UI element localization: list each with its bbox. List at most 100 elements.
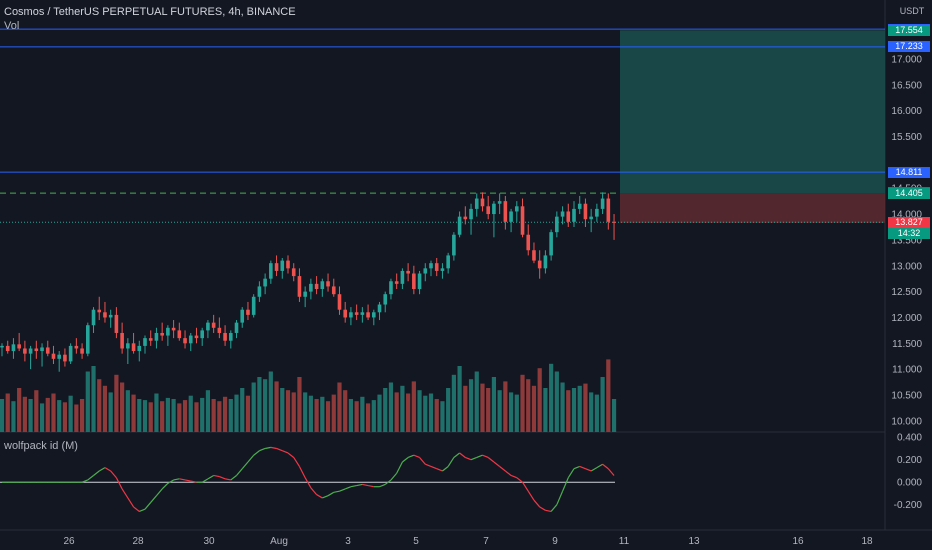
indicator-line-segment <box>87 474 94 481</box>
indicator-line-segment <box>110 470 117 479</box>
candle-body <box>566 211 571 222</box>
time-label: 18 <box>861 536 873 547</box>
indicator-line-segment <box>367 484 374 488</box>
candle-body <box>543 255 548 269</box>
candle-body <box>560 211 565 217</box>
indicator-line-segment <box>93 470 100 476</box>
candle-body <box>257 286 262 297</box>
symbol-title[interactable]: Cosmos / TetherUS PERPETUAL FUTURES, 4h,… <box>4 6 296 18</box>
candle-body <box>246 309 250 315</box>
candle-body <box>474 198 479 209</box>
indicator-line-segment <box>236 468 243 476</box>
indicator-line-segment <box>567 468 575 479</box>
candle-body <box>577 203 582 209</box>
price-tick-label: 12.000 <box>891 313 922 324</box>
candle-body <box>120 332 124 349</box>
candle-body <box>206 322 210 331</box>
time-label: Aug <box>270 536 288 547</box>
indicator-line-segment <box>133 506 140 512</box>
candle-body <box>86 325 90 354</box>
volume-bar <box>314 399 319 432</box>
candle-body <box>217 327 222 333</box>
indicator-line-segment <box>516 477 523 483</box>
volume-bar <box>577 385 582 432</box>
volume-bar <box>383 388 388 432</box>
indicator-line-segment <box>115 477 123 490</box>
candle-body <box>583 203 588 220</box>
indicator-line-segment <box>173 478 180 481</box>
volume-bar <box>148 402 153 432</box>
indicator-line-segment <box>161 482 169 490</box>
candle-body <box>549 232 553 256</box>
volume-bar <box>234 394 239 432</box>
candle-body <box>389 281 393 295</box>
indicator-line-segment <box>362 483 369 487</box>
volume-bar <box>406 393 411 432</box>
price-tag-value: 13.827 <box>895 217 923 228</box>
time-label: 26 <box>63 536 75 547</box>
candle-body <box>326 281 330 287</box>
candle-body <box>194 335 199 339</box>
volume-bar <box>377 394 382 432</box>
candle-body <box>452 234 456 256</box>
volume-bar <box>308 395 313 432</box>
volume-bar <box>411 381 416 432</box>
candle-body <box>303 291 307 297</box>
indicator-line-segment <box>539 506 546 511</box>
candle-body <box>406 270 410 274</box>
candle-body <box>457 216 462 235</box>
candle-body <box>211 322 216 328</box>
candle-body <box>526 234 531 251</box>
volume-label[interactable]: Vol <box>4 20 20 32</box>
volume-bar <box>417 390 422 432</box>
time-label: 3 <box>345 536 351 547</box>
volume-bar <box>360 396 365 432</box>
volume-bar <box>423 395 428 432</box>
volume-bar <box>451 374 456 432</box>
indicator-line-segment <box>224 478 231 481</box>
indicator-line-segment <box>447 457 455 467</box>
indicator-line-segment <box>270 446 277 450</box>
indicator-line-segment <box>425 463 432 468</box>
volume-bar <box>125 390 130 432</box>
price-tick-label: 13.500 <box>891 235 922 246</box>
volume-bar <box>34 390 39 432</box>
indicator-line-segment <box>430 465 437 470</box>
indicator-line-segment <box>453 452 460 458</box>
volume-bar <box>91 366 96 432</box>
indicator-line-segment <box>379 483 386 488</box>
price-tag-value: 14.811 <box>895 166 923 177</box>
indicator-line-segment <box>545 509 552 513</box>
volume-bar <box>303 392 308 432</box>
indicator-line-segment <box>310 487 318 495</box>
candle-body <box>114 314 119 333</box>
volume-bar <box>606 359 611 432</box>
volume-bar <box>514 394 519 432</box>
volume-bar <box>188 395 193 432</box>
price-tag: 14.811 <box>888 166 930 178</box>
candle-body <box>57 354 61 359</box>
volume-bar <box>160 401 165 432</box>
volume-bar <box>554 371 559 432</box>
position-loss-zone <box>620 193 885 223</box>
indicator-line-segment <box>350 484 357 488</box>
indicator-line-segment <box>104 467 111 472</box>
indicator-label[interactable]: wolfpack id (M) <box>4 440 78 452</box>
indicator-line-segment <box>247 454 255 463</box>
candle-body <box>360 312 365 315</box>
indicator-line-segment <box>465 456 472 461</box>
indicator-line-segment <box>579 465 586 470</box>
indicator-line-segment <box>282 450 289 454</box>
candle-body <box>520 206 525 235</box>
indicator-line-segment <box>259 447 266 452</box>
volume-bar <box>388 382 394 432</box>
candle-body <box>45 347 50 354</box>
volume-bar <box>79 399 85 432</box>
indicator-line-segment <box>219 476 226 480</box>
indicator-line-segment <box>596 463 603 469</box>
candle-body <box>589 216 593 220</box>
candle-body <box>188 335 193 344</box>
indicator-line-segment <box>184 479 191 482</box>
indicator-tick-label: 0.000 <box>897 478 922 489</box>
